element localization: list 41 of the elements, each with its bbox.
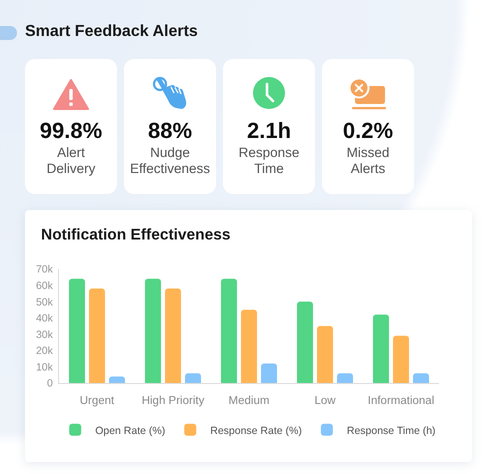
bar	[337, 373, 354, 383]
bar	[220, 278, 237, 383]
text: Missed Alerts	[346, 145, 390, 177]
bar	[413, 373, 430, 383]
y-tick-label: 30k	[36, 328, 54, 341]
bar	[372, 314, 389, 383]
y-tick-label: 10k	[36, 361, 54, 374]
y-tick-label: 60k	[36, 280, 54, 292]
y-tick-label: 50k	[36, 296, 54, 308]
bar	[68, 278, 85, 383]
bar	[261, 363, 278, 383]
chart-title: Notification Effectiveness	[41, 226, 230, 244]
text: Nudge Effectiveness	[130, 145, 210, 177]
bar	[109, 376, 126, 383]
x-tick-label: High Priority	[142, 394, 205, 407]
bar	[240, 310, 258, 383]
bar	[392, 336, 410, 383]
y-tick-label: 20k	[36, 345, 54, 358]
bar	[316, 326, 334, 383]
bar	[296, 302, 313, 383]
bar	[144, 278, 161, 383]
text: Alert Delivery	[46, 145, 96, 177]
x-tick-label: Medium	[228, 394, 270, 407]
y-tick-label: 40k	[36, 312, 54, 325]
x-tick-label: Urgent	[80, 394, 116, 407]
text: Response Time	[238, 145, 300, 177]
text: 2.1h	[246, 118, 292, 144]
text: 0.2%	[342, 118, 394, 144]
y-tick-label: 0	[47, 378, 54, 390]
x-tick-label: Informational	[368, 394, 434, 407]
legend-label: Open Rate (%)	[95, 424, 166, 437]
x-tick-label: Low	[314, 394, 336, 407]
text: Smart Feedback Alerts	[25, 22, 198, 42]
legend-label: Response Rate (%)	[210, 424, 302, 437]
legend-label: Response Time (h)	[346, 424, 436, 437]
bar	[88, 288, 106, 383]
bar	[185, 373, 202, 383]
text: 88%	[148, 118, 192, 144]
text: 99.8%	[40, 118, 102, 144]
y-tick-label: 70k	[36, 264, 54, 276]
bar	[164, 288, 182, 383]
